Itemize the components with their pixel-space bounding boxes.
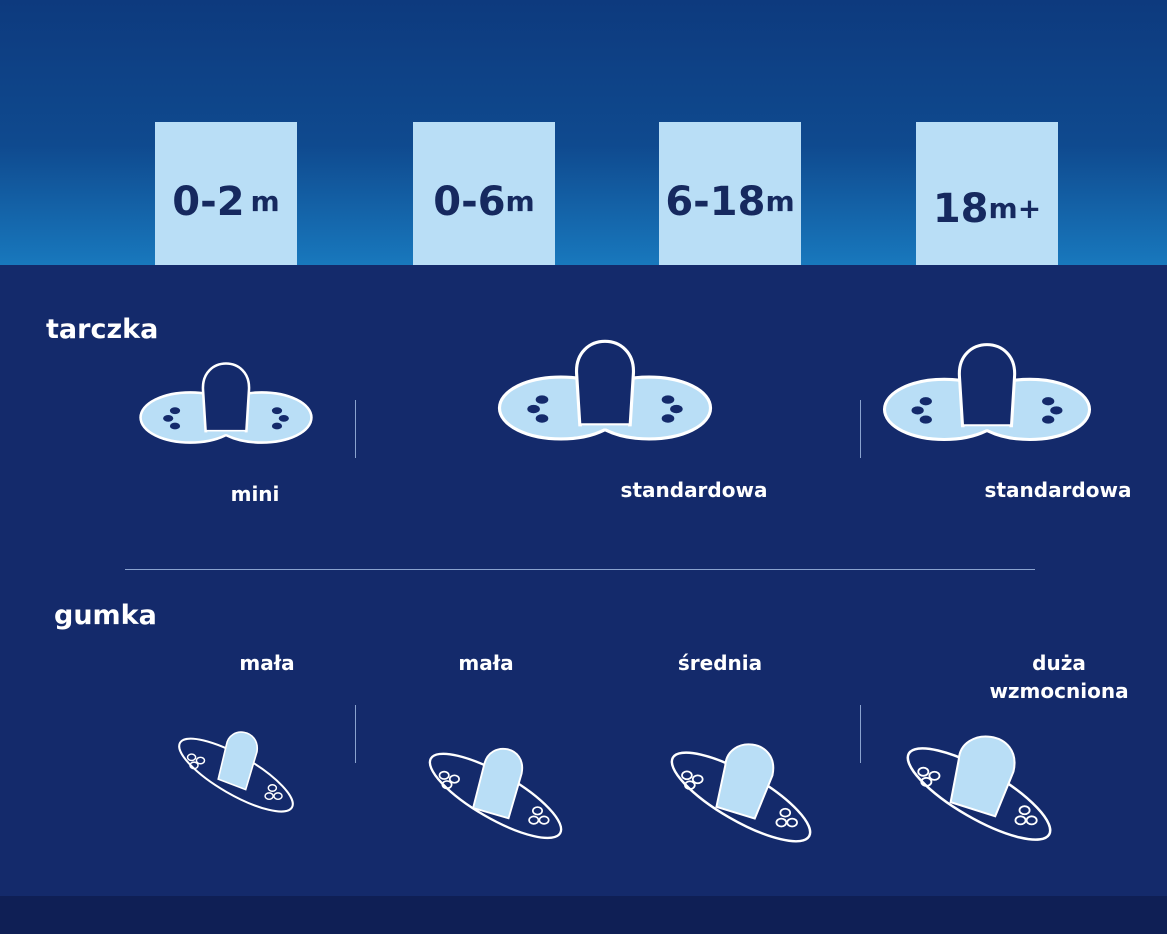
age-unit: m — [765, 185, 795, 218]
teat-label: średnia — [677, 651, 763, 675]
teat-icon-medium — [660, 736, 822, 854]
age-unit: m — [250, 185, 280, 218]
teat-icon-large — [898, 730, 1060, 854]
age-box-6-18m: 6-18 m — [659, 122, 801, 265]
age-number: 6-18 — [665, 178, 766, 225]
divider — [355, 400, 356, 458]
teat-label-line: duża — [1032, 651, 1086, 675]
teat-label: mała — [458, 651, 514, 675]
teat-label: duża wzmocniona — [989, 649, 1128, 705]
age-unit: m+ — [988, 192, 1042, 225]
shield-icon-mini — [141, 358, 311, 443]
teat-label: mała — [239, 651, 295, 675]
shield-label: mini — [230, 482, 280, 506]
age-unit: m — [505, 185, 535, 218]
shield-icon-standard — [500, 334, 710, 440]
shield-heading: tarczka — [46, 314, 159, 345]
age-number: 0-2 — [172, 178, 245, 225]
age-box-18m-plus: 18 m+ — [916, 122, 1058, 265]
footer-band — [0, 896, 1167, 934]
teat-icon-small — [418, 738, 573, 850]
shield-label: standardowa — [984, 478, 1132, 502]
section-separator — [125, 569, 1035, 570]
teat-heading: gumka — [54, 600, 157, 631]
shield-icon-standard — [884, 338, 1090, 440]
teat-icon-small — [170, 725, 302, 830]
age-number: 18 — [932, 185, 989, 232]
divider — [860, 705, 861, 763]
age-box-0-2m: 0-2 m — [155, 122, 297, 265]
age-number: 0-6 — [433, 178, 506, 225]
teat-label-line: wzmocniona — [989, 679, 1129, 703]
shield-label: standardowa — [620, 478, 768, 502]
age-box-0-6m: 0-6 m — [413, 122, 555, 265]
divider — [860, 400, 861, 458]
divider — [355, 705, 356, 763]
